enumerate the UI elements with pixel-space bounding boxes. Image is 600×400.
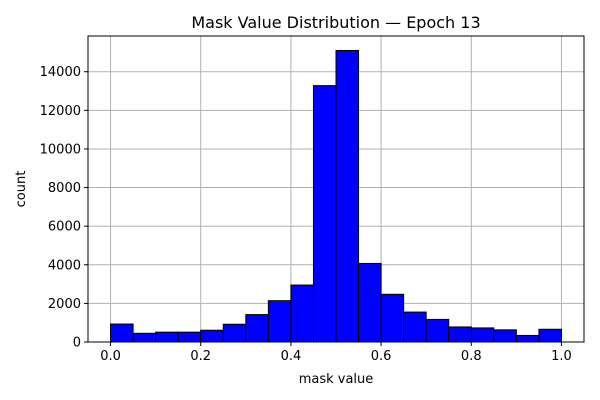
- histogram-bar: [132, 332, 157, 343]
- histogram-bar: [448, 326, 472, 343]
- histogram-bar: [335, 49, 360, 343]
- histogram-bar: [380, 293, 405, 343]
- histogram-bar: [200, 329, 224, 343]
- histogram-bar: [290, 284, 314, 343]
- y-tick-label: 2000: [48, 297, 81, 312]
- bars-layer: [110, 49, 562, 343]
- histogram-bar: [358, 262, 382, 343]
- y-axis-label: count: [14, 171, 29, 208]
- y-tick-label: 8000: [48, 181, 81, 196]
- histogram-bar: [267, 300, 292, 343]
- x-tick-label: 1.0: [551, 349, 572, 364]
- chart-title: Mask Value Distribution — Epoch 13: [191, 13, 480, 32]
- x-tick-label: 0.8: [461, 349, 482, 364]
- histogram-bar: [515, 334, 540, 343]
- x-axis-label: mask value: [299, 372, 374, 387]
- histogram-bar: [493, 329, 517, 343]
- histogram-bar: [177, 331, 202, 343]
- histogram-bar: [312, 85, 337, 343]
- y-tick-label: 6000: [48, 220, 81, 235]
- histogram-bar: [110, 323, 134, 343]
- x-tick-label: 0.2: [190, 349, 211, 364]
- y-tick-label: 10000: [40, 142, 81, 157]
- plot-frame: [87, 35, 585, 343]
- histogram-bar: [403, 311, 427, 343]
- histogram-bar: [470, 327, 495, 343]
- histogram-bar: [538, 328, 562, 343]
- ticks-layer: 0.0 0.2 0.4 0.6 0.8 1.0 0 2000 4000 6000 8000 10000…: [40, 65, 572, 364]
- x-tick-label: 0.0: [100, 349, 121, 364]
- y-tick-label: 12000: [40, 104, 81, 119]
- y-tick-label: 0: [73, 336, 81, 351]
- x-tick-label: 0.4: [281, 349, 302, 364]
- y-tick-label: 14000: [40, 65, 81, 80]
- histogram-bar: [222, 323, 247, 343]
- y-tick-label: 4000: [48, 258, 81, 273]
- x-tick-label: 0.6: [371, 349, 392, 364]
- histogram-bar: [245, 314, 269, 343]
- histogram-bar: [425, 318, 450, 343]
- histogram-bar: [155, 331, 179, 343]
